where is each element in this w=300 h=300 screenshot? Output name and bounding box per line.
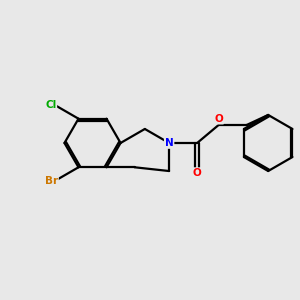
Text: Br: Br [45, 176, 58, 186]
Text: Cl: Cl [45, 100, 56, 110]
Text: O: O [214, 114, 223, 124]
Text: O: O [193, 168, 202, 178]
Text: N: N [165, 138, 173, 148]
